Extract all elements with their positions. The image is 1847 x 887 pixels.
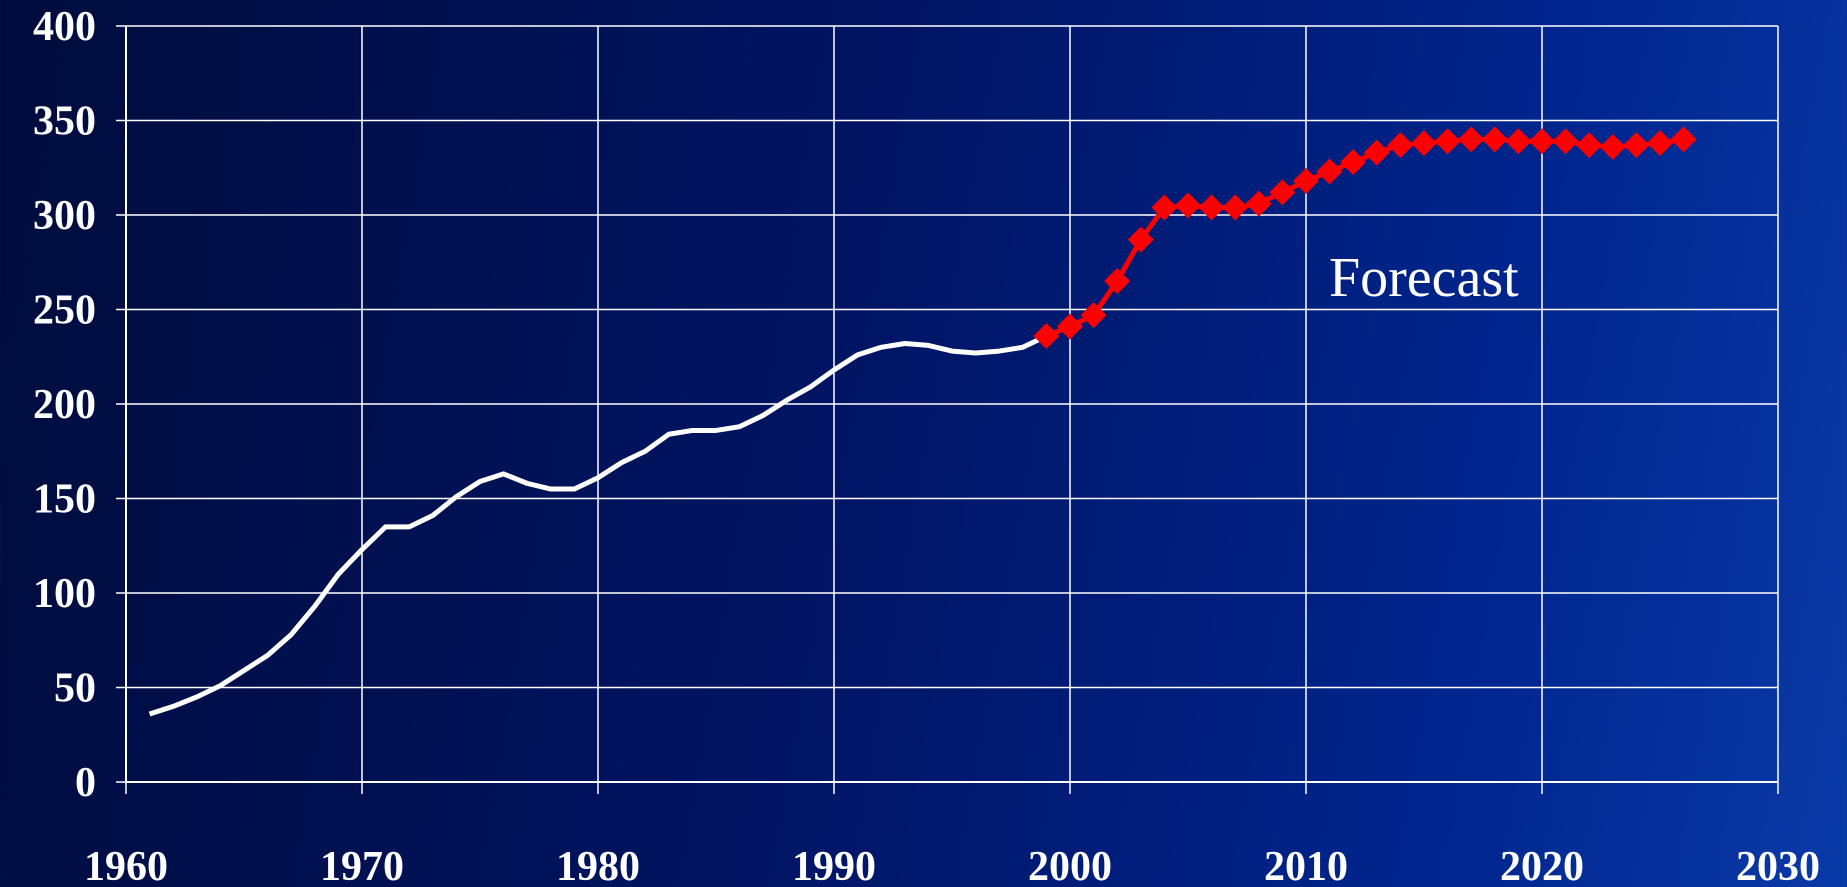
data-point <box>1316 158 1343 185</box>
data-point <box>1340 149 1367 176</box>
data-point <box>1151 194 1178 221</box>
data-point <box>1057 313 1083 340</box>
data-point <box>1198 194 1225 221</box>
data-point <box>1411 130 1437 157</box>
y-tick-label: 350 <box>33 99 96 145</box>
data-point <box>1127 226 1154 253</box>
x-tick-label: 2010 <box>1264 844 1348 887</box>
data-point <box>1222 194 1249 221</box>
y-tick-label: 400 <box>33 4 96 50</box>
data-point <box>1175 192 1201 219</box>
data-point <box>1387 132 1414 159</box>
data-point <box>1529 128 1555 155</box>
y-tick-label: 250 <box>33 288 96 334</box>
y-tick-label: 150 <box>33 477 96 523</box>
data-point <box>1647 130 1673 157</box>
data-point <box>1599 133 1626 160</box>
data-point <box>1269 179 1296 206</box>
data-point <box>1623 132 1650 159</box>
data-point <box>1670 126 1697 153</box>
data-point <box>1505 128 1532 155</box>
x-tick-label: 1960 <box>84 844 168 887</box>
data-point <box>1033 322 1060 349</box>
data-point <box>1104 268 1131 295</box>
y-tick-label: 50 <box>54 666 96 712</box>
y-tick-label: 300 <box>33 193 96 239</box>
x-tick-label: 2020 <box>1500 844 1584 887</box>
y-tick-label: 0 <box>75 760 96 806</box>
data-point <box>1576 132 1603 159</box>
annotation: Forecast <box>1329 247 1519 309</box>
x-tick-label: 1980 <box>556 844 640 887</box>
data-point <box>1363 139 1390 166</box>
data-point <box>1481 126 1508 153</box>
data-point <box>1458 126 1485 153</box>
data-point <box>1552 128 1579 155</box>
y-tick-label: 100 <box>33 571 96 617</box>
series-line <box>1045 136 1684 339</box>
x-tick-label: 2000 <box>1028 844 1112 887</box>
x-tick-label: 1990 <box>792 844 876 887</box>
y-tick-label: 200 <box>33 382 96 428</box>
series-line <box>148 333 1048 717</box>
data-point <box>1293 167 1319 194</box>
data-point <box>1245 190 1272 217</box>
data-point <box>1080 302 1107 329</box>
data-point <box>1434 128 1461 155</box>
x-tick-label: 1970 <box>320 844 404 887</box>
x-tick-label: 2030 <box>1736 844 1820 887</box>
